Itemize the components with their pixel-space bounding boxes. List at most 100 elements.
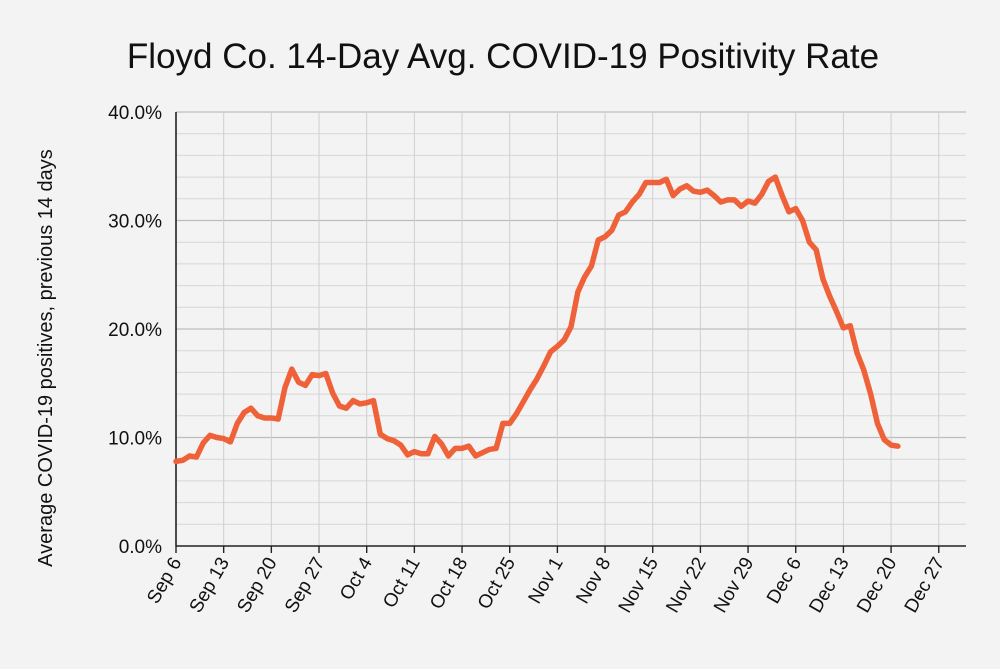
x-tick-label: Sep 20 bbox=[233, 554, 281, 617]
data-point bbox=[800, 218, 805, 223]
data-point bbox=[888, 442, 894, 448]
data-point bbox=[541, 363, 546, 369]
data-point bbox=[718, 199, 724, 205]
x-tick-labels: Sep 6 Sep 13 Sep 20 Sep 27 Oct 4 Oct 11 Oct 18… bbox=[143, 554, 949, 617]
data-point bbox=[282, 385, 288, 390]
data-point bbox=[248, 406, 254, 411]
data-point bbox=[807, 240, 812, 245]
data-point bbox=[555, 344, 560, 349]
data-point bbox=[589, 263, 594, 269]
data-point bbox=[514, 411, 519, 416]
data-point bbox=[473, 453, 478, 459]
data-point bbox=[500, 421, 506, 426]
data-point bbox=[854, 350, 860, 356]
data-point bbox=[364, 400, 369, 405]
data-point bbox=[330, 390, 335, 396]
data-point bbox=[446, 453, 451, 459]
x-tick-label: Nov 8 bbox=[572, 554, 615, 607]
data-point bbox=[868, 391, 873, 397]
data-point bbox=[378, 432, 383, 437]
data-point bbox=[711, 193, 717, 198]
x-tick-label: Nov 29 bbox=[710, 554, 758, 617]
x-tick-label: Oct 4 bbox=[336, 554, 377, 604]
data-point bbox=[480, 450, 485, 455]
data-point bbox=[561, 337, 567, 343]
data-point bbox=[344, 406, 349, 411]
data-point bbox=[895, 443, 901, 449]
data-point bbox=[303, 383, 308, 388]
data-point bbox=[201, 440, 206, 446]
data-point bbox=[793, 206, 798, 211]
axes-layer bbox=[175, 112, 966, 553]
grid-layer bbox=[176, 111, 966, 546]
data-point bbox=[848, 323, 853, 328]
data-point bbox=[773, 174, 778, 180]
data-point bbox=[616, 212, 621, 218]
data-point bbox=[323, 371, 329, 376]
data-point bbox=[732, 197, 737, 203]
x-tick-label: Dec 13 bbox=[805, 554, 853, 617]
data-point bbox=[527, 387, 533, 392]
data-point bbox=[677, 186, 683, 192]
y-tick-label: 10.0% bbox=[108, 429, 162, 450]
data-point bbox=[418, 451, 424, 456]
data-point bbox=[214, 435, 220, 440]
data-point bbox=[691, 189, 696, 194]
data-point bbox=[187, 453, 192, 459]
data-point bbox=[241, 410, 247, 415]
data-point bbox=[255, 413, 260, 418]
data-point bbox=[820, 276, 826, 282]
data-point bbox=[337, 403, 342, 409]
data-point bbox=[180, 458, 186, 463]
data-point bbox=[384, 436, 390, 441]
data-point bbox=[296, 379, 301, 385]
data-point bbox=[582, 274, 587, 280]
data-point bbox=[650, 180, 655, 185]
x-tick-label: Nov 1 bbox=[525, 554, 568, 607]
data-point bbox=[745, 198, 751, 204]
data-point bbox=[759, 192, 764, 197]
data-point bbox=[882, 437, 887, 442]
y-tick-labels: 0.0% 10.0% 20.0% 30.0% 40.0% bbox=[108, 103, 162, 558]
data-point bbox=[779, 193, 785, 198]
x-tick-label: Oct 18 bbox=[426, 554, 472, 613]
data-point bbox=[316, 373, 322, 378]
y-axis-label: Average COVID-19 positives, previous 14 … bbox=[35, 149, 57, 567]
data-point bbox=[630, 199, 635, 205]
series-line bbox=[173, 174, 901, 465]
data-point bbox=[766, 179, 771, 184]
y-tick-label: 40.0% bbox=[108, 103, 162, 124]
series-layer bbox=[173, 174, 901, 465]
data-point bbox=[596, 237, 601, 243]
data-point bbox=[875, 421, 880, 426]
data-point bbox=[405, 452, 410, 458]
data-point bbox=[670, 193, 676, 198]
data-point bbox=[534, 376, 540, 382]
data-point bbox=[289, 366, 294, 372]
data-point bbox=[827, 294, 832, 299]
data-point bbox=[861, 368, 867, 373]
x-tick-label: Sep 13 bbox=[186, 554, 234, 617]
data-point bbox=[425, 451, 431, 456]
data-point bbox=[643, 180, 649, 185]
data-point bbox=[752, 200, 758, 206]
data-point bbox=[262, 415, 267, 421]
data-point bbox=[221, 436, 226, 441]
data-point bbox=[228, 439, 233, 445]
chart-title: Floyd Co. 14-Day Avg. COVID-19 Positivit… bbox=[127, 37, 879, 76]
data-point bbox=[310, 372, 315, 377]
data-point bbox=[725, 197, 730, 203]
data-point bbox=[412, 449, 417, 454]
data-point bbox=[698, 190, 703, 195]
data-point bbox=[173, 459, 179, 464]
data-point bbox=[398, 442, 403, 448]
data-point bbox=[432, 434, 437, 439]
x-tick-label: Dec 20 bbox=[853, 554, 901, 617]
data-point bbox=[466, 443, 472, 449]
data-point bbox=[568, 324, 574, 330]
data-point bbox=[275, 416, 281, 422]
data-point bbox=[391, 438, 397, 443]
data-point bbox=[459, 446, 465, 451]
data-point bbox=[623, 209, 628, 215]
data-point bbox=[602, 234, 608, 239]
